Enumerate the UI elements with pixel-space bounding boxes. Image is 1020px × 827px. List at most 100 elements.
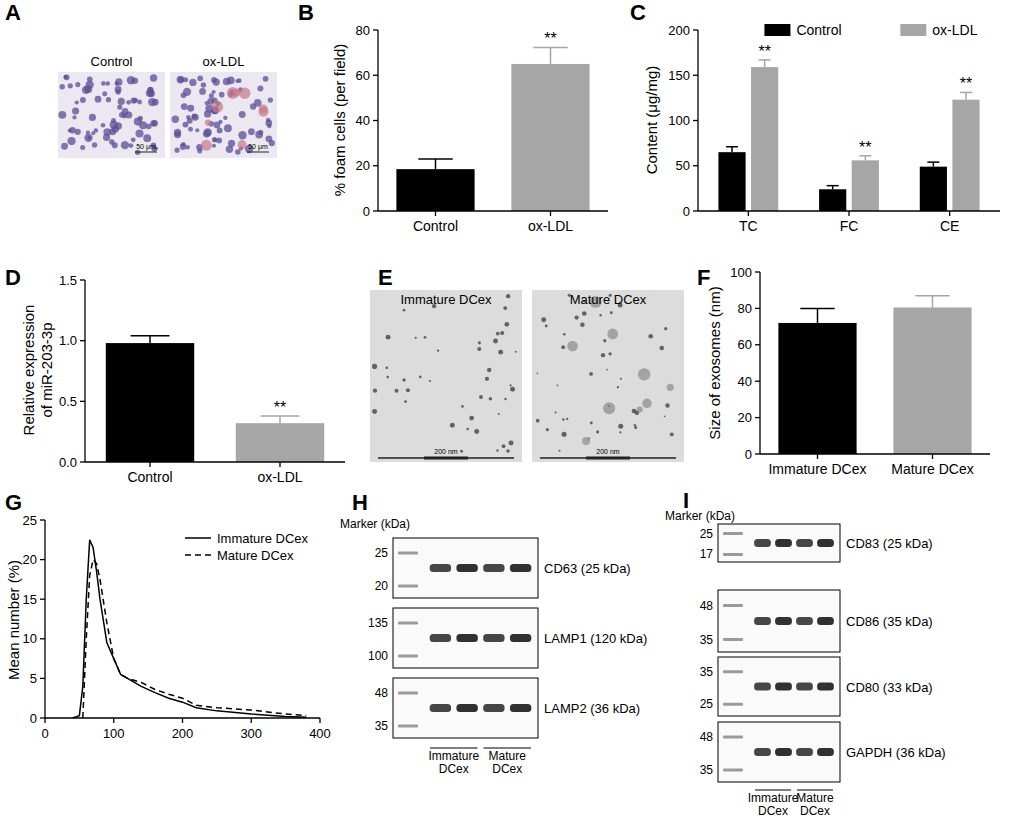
protein-band <box>483 564 504 572</box>
error-cap <box>131 335 170 337</box>
error-bar <box>927 162 939 167</box>
image-texture <box>199 88 206 95</box>
x-tick <box>182 718 183 723</box>
panel-letter: F <box>697 265 710 290</box>
image-texture <box>237 78 242 83</box>
y-tick-label: 1.5 <box>59 273 77 288</box>
error-line <box>435 159 437 169</box>
image-texture <box>667 384 674 391</box>
blot-frame <box>718 657 840 716</box>
image-texture <box>638 368 650 380</box>
x-tick <box>932 454 933 459</box>
protein-band <box>817 539 834 547</box>
x-tick-label: FC <box>840 218 859 234</box>
y-tick-label: 50 <box>676 158 690 173</box>
y-tick <box>755 453 760 454</box>
image-texture <box>504 398 506 400</box>
bar <box>751 67 778 211</box>
image-texture <box>118 98 125 105</box>
x-axis <box>378 210 608 211</box>
image-texture <box>603 339 606 342</box>
image-texture <box>68 128 72 132</box>
y-tick-label: 150 <box>668 68 690 83</box>
legend-entry: ox-LDL <box>900 22 977 38</box>
image-texture <box>477 347 481 351</box>
image-texture <box>238 131 246 139</box>
scale-bar <box>540 457 676 459</box>
image-texture <box>217 128 223 134</box>
bar-chart: 020406080100Immature DCexMature DCex <box>730 265 990 478</box>
x-tick-label: Control <box>127 469 172 485</box>
scale-bar-label: 50 μm <box>248 143 268 151</box>
image-texture <box>555 411 557 413</box>
protein-label: CD63 (25 kDa) <box>544 561 631 576</box>
image-panel: 200 nm <box>370 290 522 462</box>
image-texture <box>372 364 377 369</box>
image-texture <box>228 140 235 147</box>
scale-bar-label: 200 nm <box>596 448 620 455</box>
error-line <box>932 296 934 308</box>
y-tick <box>693 75 698 76</box>
image-texture <box>266 118 271 123</box>
bar <box>893 307 971 454</box>
error-cap <box>418 158 452 160</box>
image-texture <box>648 334 653 339</box>
image-texture <box>75 82 80 87</box>
y-tick <box>755 381 760 382</box>
y-tick-label: 20 <box>356 158 370 173</box>
western-blot: Marker (kDa)2520CD63 (25 kDa)135100LAMP1… <box>340 517 647 748</box>
y-tick-label: 40 <box>356 113 370 128</box>
group-label: Immature DCex <box>741 792 805 818</box>
image-texture <box>259 105 268 114</box>
protein-label: LAMP2 (36 kDa) <box>544 701 640 716</box>
image-texture <box>80 145 85 150</box>
image-texture <box>461 405 464 408</box>
y-tick <box>40 559 45 560</box>
marker-band <box>723 703 743 706</box>
image-texture <box>195 128 199 132</box>
y-tick-label: 10 <box>23 631 37 646</box>
image-texture <box>437 349 439 351</box>
image-texture <box>536 373 538 375</box>
image-texture <box>189 79 196 86</box>
image-texture <box>80 97 86 103</box>
blot-frame <box>393 608 538 668</box>
image-texture <box>561 345 565 349</box>
legend-swatch <box>900 24 926 36</box>
image-texture <box>450 423 455 428</box>
protein-band <box>456 704 477 712</box>
y-tick <box>373 75 378 76</box>
x-tick-label: ox-LDL <box>528 218 573 234</box>
image-texture <box>536 419 540 423</box>
group-line <box>755 790 791 791</box>
image-texture <box>372 409 377 414</box>
image-texture <box>147 87 153 93</box>
bar <box>236 423 324 462</box>
image-texture <box>637 407 643 413</box>
image-texture <box>235 149 241 155</box>
image-texture <box>509 440 514 445</box>
image-texture <box>205 120 211 126</box>
y-axis-label: Size of exosomes (nm) <box>695 253 735 473</box>
y-tick-label: 15 <box>23 592 37 607</box>
image-texture <box>502 444 506 448</box>
image-texture <box>180 144 186 150</box>
protein-band <box>510 704 531 712</box>
image-texture <box>541 317 546 322</box>
bar <box>920 167 947 211</box>
image-texture <box>177 76 185 84</box>
image-texture <box>510 387 515 392</box>
y-axis-label: % foam cells (per field) <box>320 10 360 230</box>
y-tick-label: 0 <box>683 204 690 219</box>
image-texture <box>386 335 391 340</box>
image-background <box>532 290 684 462</box>
image-texture <box>213 138 217 142</box>
x-axis <box>760 453 990 454</box>
image-texture <box>60 84 65 89</box>
panel-letter: H <box>352 490 368 515</box>
y-tick-label: 25 <box>23 513 37 528</box>
x-tick-label: Mature DCex <box>891 461 973 477</box>
image-texture <box>415 337 417 339</box>
y-tick <box>373 120 378 121</box>
significance: ** <box>274 399 286 416</box>
